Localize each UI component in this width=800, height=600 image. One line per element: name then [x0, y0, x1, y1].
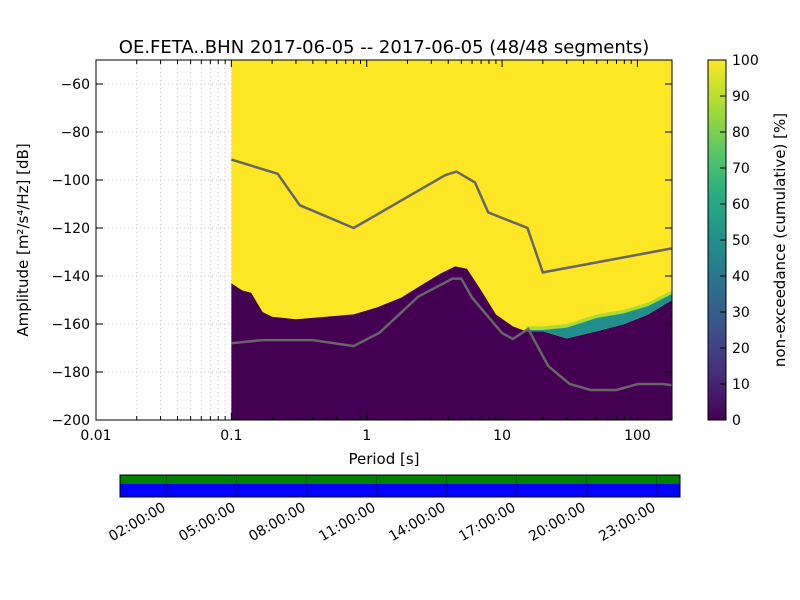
y-tick-label: −140: [52, 269, 90, 285]
y-tick-label: −120: [52, 221, 90, 237]
colorbar-tick-label: 90: [732, 89, 750, 105]
x-tick-label: 0.1: [220, 428, 242, 444]
x-tick-label: 10: [493, 428, 511, 444]
colorbar-ticks: 0 10 20 30 40 50 60 70 80 90 100: [720, 53, 759, 429]
plot-frame: [95, 59, 673, 421]
x-tick-label: 1: [362, 428, 371, 444]
timeline-frame: [119, 474, 681, 498]
y-axis-label: Amplitude [m²/s⁴/Hz] [dB]: [14, 143, 32, 336]
transition-band-outer: [525, 290, 672, 339]
timeline-tick-label: 14:00:00: [386, 500, 448, 545]
low-probability-region: [231, 266, 672, 420]
x-tick-label: 0.01: [80, 428, 111, 444]
noise-model-low-line: [231, 277, 672, 392]
plot-area: [96, 60, 672, 420]
colorbar-tick-label: 80: [732, 125, 750, 141]
chart-title: OE.FETA..BHN 2017-06-05 -- 2017-06-05 (4…: [119, 37, 649, 58]
timeline-tick-label: 23:00:00: [596, 500, 658, 545]
timeline-upper-bar: [120, 475, 680, 484]
transition-band-inner: [525, 294, 672, 339]
y-tick-label: −180: [52, 365, 90, 381]
noise-model-high-line: [230, 158, 672, 274]
colorbar-label: non-exceedance (cumulative) [%]: [771, 113, 789, 367]
colorbar-tick-label: 50: [732, 233, 750, 249]
timeline-tick-label: 20:00:00: [526, 500, 588, 545]
timeline-tick-label: 05:00:00: [176, 500, 238, 545]
x-axis-label: Period [s]: [348, 450, 419, 468]
y-tick-label: −80: [60, 125, 90, 141]
timeline-tick-label: 08:00:00: [246, 500, 308, 545]
colorbar-tick-label: 30: [732, 305, 750, 321]
colorbar-tick-label: 60: [732, 197, 750, 213]
x-axis: 0.01 0.1 1 10 100: [80, 60, 651, 444]
colorbar-tick-label: 0: [732, 413, 741, 429]
timeline-tick-label: 02:00:00: [106, 500, 168, 545]
timeline-tick-label: 11:00:00: [316, 500, 378, 545]
colorbar-tick-label: 40: [732, 269, 750, 285]
y-axis: −60 −80 −100 −120 −140 −160 −180 −200: [52, 77, 672, 429]
colorbar-tick-label: 10: [732, 377, 750, 393]
timeline-tick-label: 17:00:00: [456, 500, 518, 545]
colorbar: 0 10 20 30 40 50 60 70 80 90 100 non-exceedance (c…: [707, 53, 789, 429]
y-tick-label: −160: [52, 317, 90, 333]
colorbar-tick-label: 70: [732, 161, 750, 177]
x-tick-label: 100: [624, 428, 651, 444]
y-tick-label: −200: [52, 413, 90, 429]
y-tick-label: −100: [52, 173, 90, 189]
timeline: 02:00:00 05:00:00 08:00:00 11:00:00 14:00:00…: [106, 474, 681, 545]
colorbar-tick-label: 20: [732, 341, 750, 357]
y-tick-label: −60: [60, 77, 90, 93]
colorbar-tick-label: 100: [732, 53, 759, 69]
timeline-lower-bar: [120, 484, 680, 497]
